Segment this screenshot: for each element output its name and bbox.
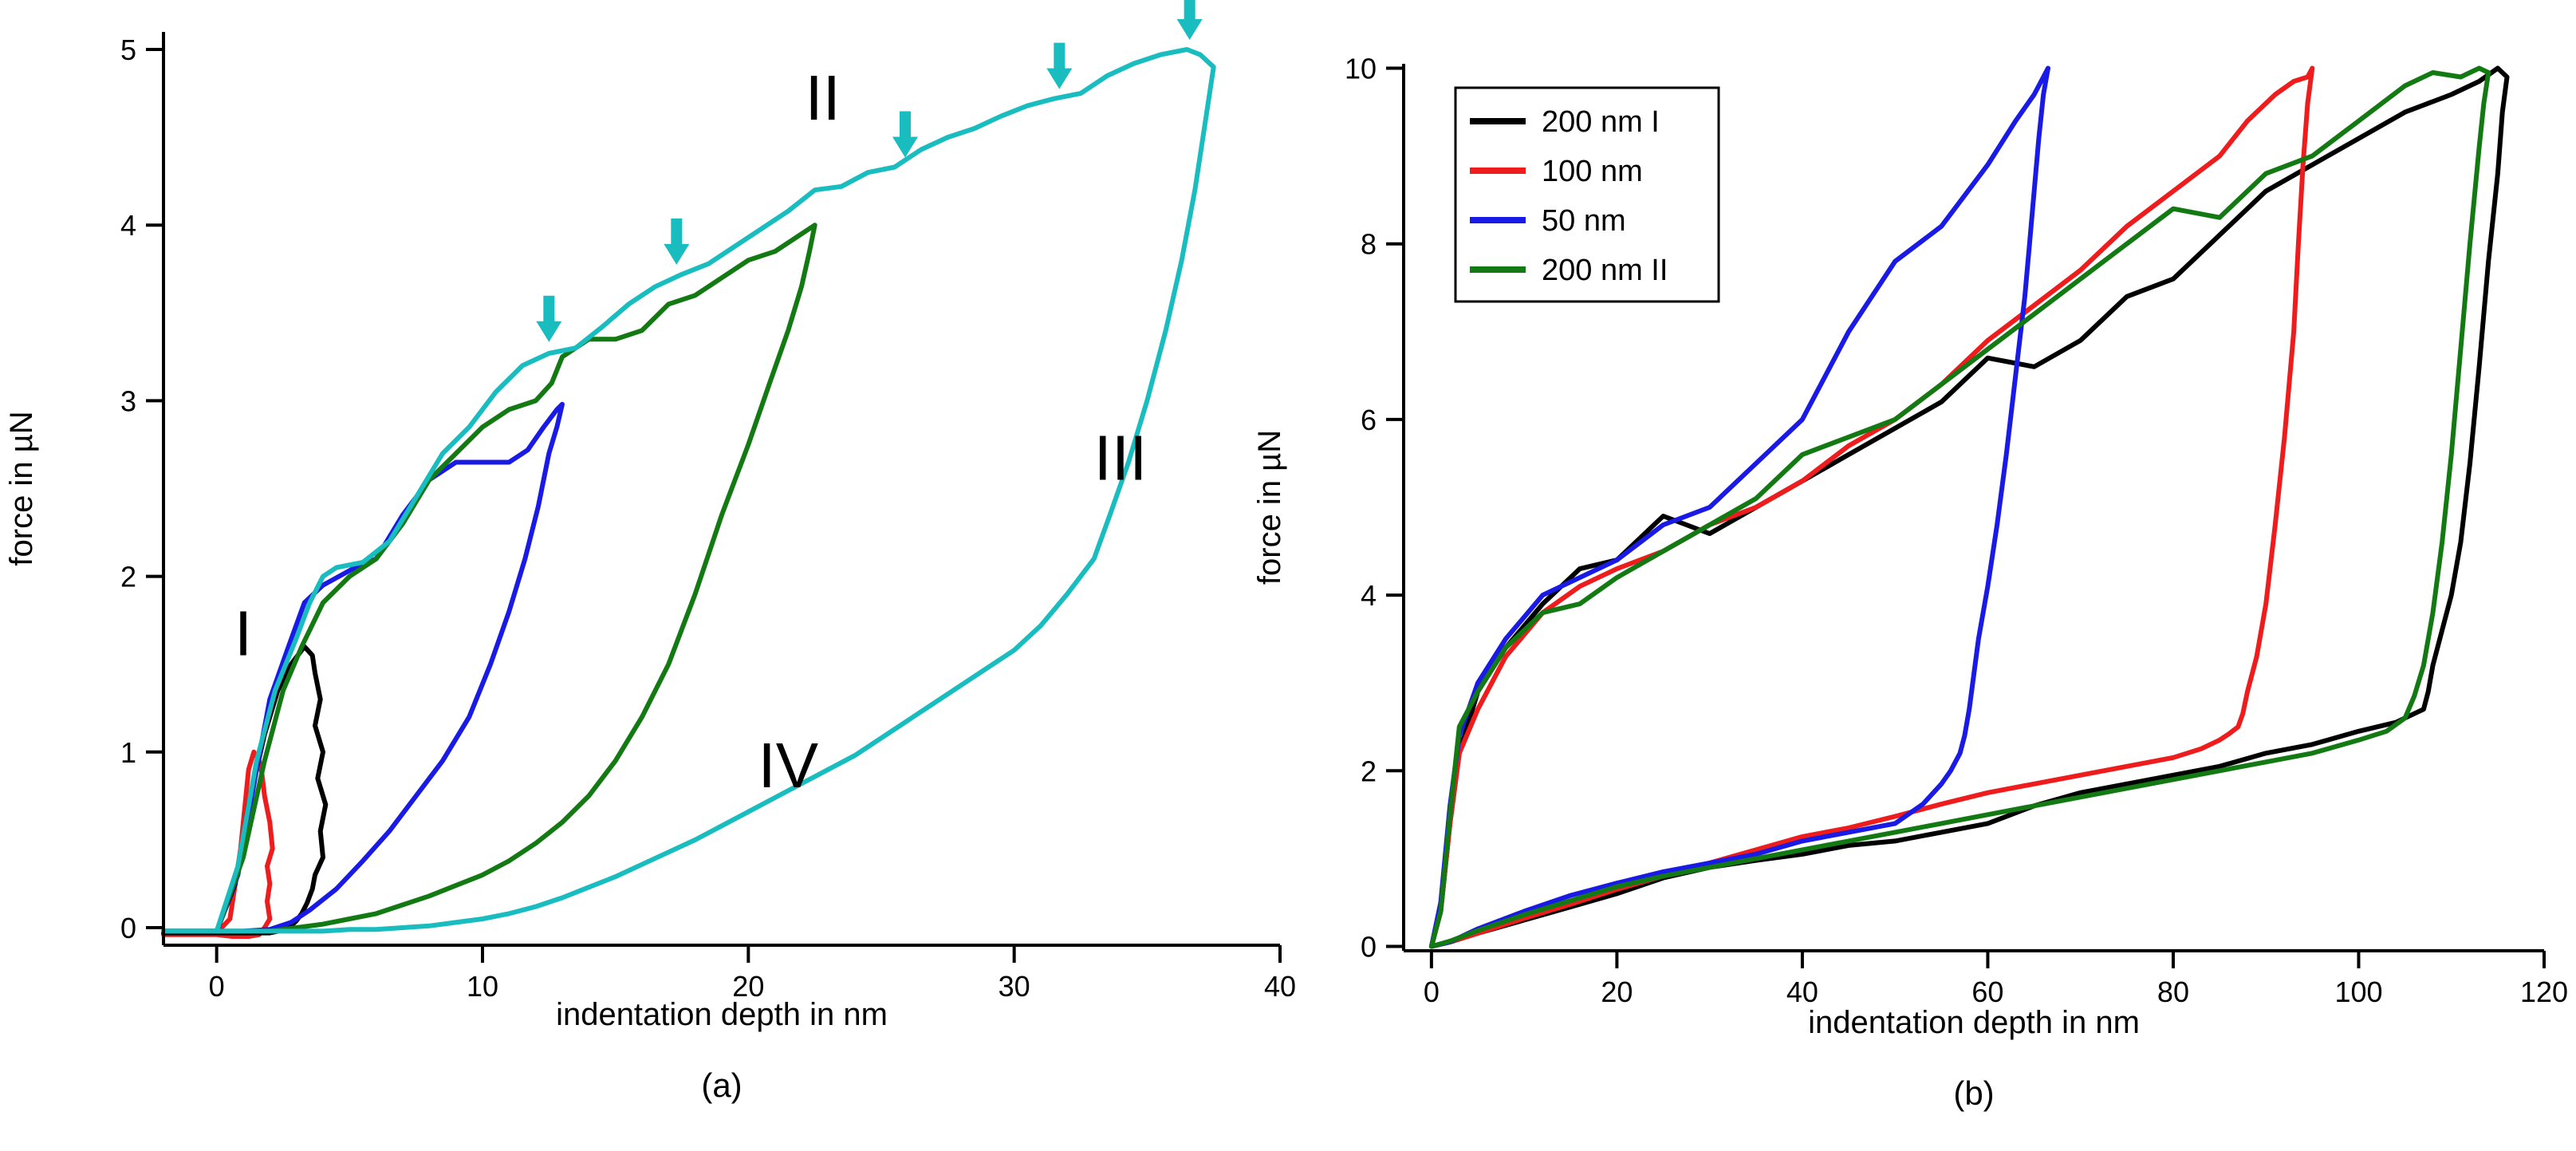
chart-b-caption: (b)	[1953, 1074, 1994, 1112]
chart-a-annotation-i: I	[234, 598, 252, 669]
chart-a-arrow-marker	[664, 218, 690, 265]
chart-a-y-tick-label: 0	[120, 912, 136, 944]
chart-a-y-label: force in µN	[4, 411, 39, 566]
chart-b-series-200-nm-ii	[1428, 65, 2491, 949]
chart-a-x-label: indentation depth in nm	[556, 997, 888, 1032]
chart-b-legend-label-200-nm-ii: 200 nm II	[1542, 254, 1668, 287]
chart-a-annotation-iii: III	[1094, 422, 1148, 493]
chart-a-y-tick-label: 4	[120, 209, 136, 242]
chart-a-annotation-ii: II	[805, 62, 840, 133]
chart-b-x-tick-label: 40	[1786, 976, 1818, 1008]
chart-b-legend-label-100-nm: 100 nm	[1542, 155, 1643, 188]
chart-a-x-tick-label: 40	[1264, 970, 1296, 1003]
chart-a-series-blue	[161, 401, 565, 934]
chart-a-caption: (a)	[701, 1066, 742, 1104]
chart-b-y-tick-label: 0	[1361, 930, 1377, 963]
chart-b-x-tick-label: 0	[1424, 976, 1440, 1008]
chart-a-arrow-marker	[1176, 0, 1203, 41]
chart-a-x-tick-label: 20	[732, 970, 764, 1003]
chart-b-legend-label-200-nm-i: 200 nm I	[1542, 105, 1660, 139]
chart-a-series-cyan	[161, 47, 1216, 934]
chart-b-y-tick-label: 8	[1361, 228, 1377, 261]
chart-a-x-tick-label: 10	[467, 970, 498, 1003]
chart-a-y-ticks: 0 1 2 3 4 5	[120, 34, 163, 944]
chart-a-y-tick-label: 1	[120, 736, 136, 769]
chart-a-arrows	[536, 0, 1203, 342]
chart-b-y-tick-label: 2	[1361, 755, 1377, 787]
chart-b: 0 20 40 60 80 100 120 0 2 4 6 8 10 200 nm I 100 nm 50…	[1252, 53, 2568, 1112]
chart-b-x-label: indentation depth in nm	[1808, 1005, 2140, 1040]
chart-b-x-tick-label: 80	[2157, 976, 2189, 1008]
chart-a-arrow-marker	[892, 111, 918, 158]
chart-b-series-200-nm-i	[1428, 65, 2510, 949]
chart-b-legend-label-50-nm: 50 nm	[1542, 204, 1626, 238]
chart-b-series	[1428, 65, 2510, 949]
chart-a-y-tick-label: 2	[120, 561, 136, 593]
chart-a-series	[161, 47, 1216, 939]
chart-b-x-tick-label: 20	[1601, 976, 1633, 1008]
chart-a-y-tick-label: 3	[120, 384, 136, 417]
chart-a-y-tick-label: 5	[120, 34, 136, 66]
chart-b-y-label: force in µN	[1252, 430, 1287, 585]
chart-b-legend: 200 nm I 100 nm 50 nm 200 nm II	[1454, 86, 1720, 303]
chart-a-x-ticks: 0 10 20 30 40	[209, 945, 1296, 1003]
chart-a-x-tick-label: 0	[209, 970, 225, 1003]
chart-b-y-tick-label: 6	[1361, 404, 1377, 436]
chart-b-y-ticks: 0 2 4 6 8 10	[1345, 53, 1404, 963]
chart-a-annotation-iv: IV	[758, 730, 819, 801]
chart-b-y-tick-label: 4	[1361, 579, 1377, 612]
chart-b-x-ticks: 0 20 40 60 80 100 120	[1424, 951, 2568, 1008]
chart-a-arrow-marker	[1046, 42, 1073, 89]
chart-b-x-tick-label: 60	[1971, 976, 2003, 1008]
chart-b-x-tick-label: 100	[2334, 976, 2382, 1008]
chart-b-y-tick-label: 10	[1345, 53, 1377, 85]
chart-b-x-tick-label: 120	[2520, 976, 2568, 1008]
chart-a-arrow-marker	[536, 295, 562, 342]
chart-b-series-50-nm	[1428, 65, 2050, 949]
chart-a-x-tick-label: 30	[998, 970, 1030, 1003]
